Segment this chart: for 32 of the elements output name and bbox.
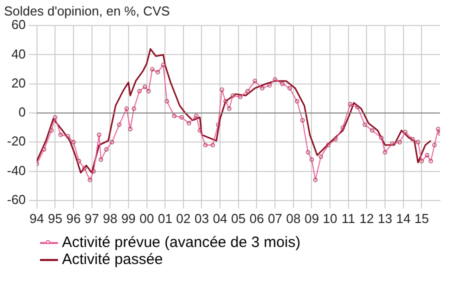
x-tick-label: 08 [286, 210, 301, 226]
chart-title: Soldes d'opinion, en %, CVS [4, 3, 170, 18]
y-tick-label: 0 [18, 104, 26, 120]
x-tick-label: 09 [304, 210, 319, 226]
y-tick-label: -20 [6, 134, 26, 149]
x-tick-label: 97 [84, 210, 100, 226]
x-tick-label: 96 [66, 210, 81, 226]
legend-label: Activité passée [62, 251, 163, 268]
x-tick-label: 00 [140, 210, 154, 226]
x-tick-label: 01 [158, 210, 172, 226]
y-tick-label: 40 [11, 46, 26, 62]
x-tick-label: 12 [359, 210, 374, 226]
x-tick-label: 07 [268, 210, 282, 226]
x-tick-label: 95 [48, 210, 62, 226]
x-tick-label: 06 [249, 210, 264, 226]
x-tick-label: 99 [121, 210, 136, 226]
x-tick-label: 11 [342, 210, 356, 226]
y-tick-label: -60 [6, 192, 26, 207]
y-tick-label: 20 [11, 75, 26, 90]
legend-label: Activité prévue (avancée de 3 mois) [62, 234, 300, 251]
x-tick-label: 94 [30, 210, 44, 226]
y-tick-label: -40 [6, 162, 26, 178]
x-tick-label: 14 [396, 210, 411, 226]
x-tick-label: 02 [176, 210, 191, 226]
y-tick-label: 60 [11, 17, 26, 32]
x-tick-label: 04 [212, 210, 228, 226]
x-tick-label: 05 [231, 210, 246, 226]
x-tick-label: 03 [194, 210, 209, 226]
x-tick-label: 98 [102, 210, 118, 226]
x-tick-label: 10 [322, 210, 338, 226]
x-tick-label: 13 [378, 210, 392, 226]
x-tick-label: 15 [414, 210, 429, 226]
